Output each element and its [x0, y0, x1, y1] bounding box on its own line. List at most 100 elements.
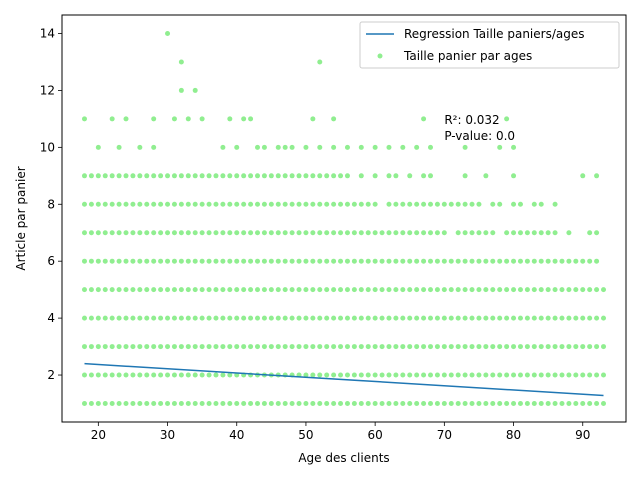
- scatter-point: [248, 315, 254, 321]
- scatter-point: [88, 173, 94, 179]
- y-axis-label: Article par panier: [14, 166, 28, 270]
- scatter-point: [428, 315, 433, 321]
- scatter-point: [123, 344, 129, 350]
- scatter-point: [497, 258, 503, 264]
- scatter-point: [414, 230, 420, 236]
- scatter-point: [400, 315, 406, 321]
- scatter-point: [144, 315, 150, 321]
- scatter-point: [137, 173, 143, 179]
- scatter-point: [580, 287, 586, 293]
- scatter-point: [310, 287, 316, 293]
- scatter-point: [421, 315, 427, 321]
- scatter-point: [95, 372, 101, 378]
- scatter-point: [158, 173, 164, 179]
- scatter-point: [538, 315, 544, 321]
- scatter-point: [81, 230, 87, 236]
- scatter-point: [165, 401, 171, 406]
- scatter-point: [227, 315, 233, 321]
- scatter-point: [151, 344, 157, 350]
- scatter-point: [338, 315, 344, 321]
- scatter-point: [123, 372, 129, 378]
- scatter-point: [538, 401, 544, 406]
- scatter-point: [601, 372, 607, 378]
- scatter-point: [227, 230, 233, 236]
- scatter-point: [151, 315, 157, 321]
- scatter-point: [344, 372, 350, 378]
- scatter-point: [234, 201, 240, 207]
- scatter-point: [81, 258, 87, 264]
- scatter-point: [351, 315, 357, 321]
- scatter-point: [331, 144, 337, 150]
- legend-label-regression: Regression Taille paniers/ages: [404, 27, 584, 41]
- scatter-point: [580, 401, 586, 406]
- scatter-point: [517, 230, 523, 236]
- scatter-point: [594, 287, 600, 293]
- scatter-point: [331, 201, 337, 207]
- scatter-point: [192, 230, 198, 236]
- scatter-point: [289, 173, 295, 179]
- scatter-point: [303, 344, 309, 350]
- scatter-point: [462, 201, 468, 207]
- scatter-point: [88, 230, 94, 236]
- scatter-point: [248, 230, 254, 236]
- scatter-point: [538, 287, 544, 293]
- scatter-point: [185, 287, 191, 293]
- scatter-point: [462, 344, 468, 350]
- scatter-point: [289, 315, 295, 321]
- scatter-point: [241, 173, 247, 179]
- scatter-point: [490, 344, 496, 350]
- scatter-point: [234, 230, 240, 236]
- scatter-point: [261, 201, 267, 207]
- scatter-point: [137, 315, 143, 321]
- scatter-point: [434, 287, 440, 293]
- scatter-point: [331, 401, 337, 406]
- scatter-point: [511, 344, 517, 350]
- scatter-point: [144, 372, 150, 378]
- scatter-point: [531, 258, 537, 264]
- scatter-point: [462, 144, 468, 150]
- scatter-point: [552, 287, 558, 293]
- scatter-point: [441, 372, 447, 378]
- scatter-point: [192, 201, 198, 207]
- scatter-point: [303, 173, 309, 179]
- scatter-point: [344, 258, 350, 264]
- scatter-point: [594, 315, 600, 321]
- scatter-point: [109, 230, 115, 236]
- scatter-point: [386, 173, 392, 179]
- scatter-point: [248, 287, 254, 293]
- scatter-point: [206, 230, 212, 236]
- scatter-point: [393, 372, 399, 378]
- scatter-point: [144, 401, 150, 406]
- scatter-point: [538, 344, 544, 350]
- scatter-point: [130, 315, 136, 321]
- scatter-point: [268, 315, 274, 321]
- scatter-point: [421, 372, 427, 378]
- scatter-point: [400, 372, 406, 378]
- scatter-point: [414, 287, 420, 293]
- scatter-point: [261, 173, 267, 179]
- scatter-point: [178, 315, 184, 321]
- scatter-point: [545, 401, 551, 406]
- scatter-point: [462, 315, 468, 321]
- scatter-point: [324, 230, 330, 236]
- scatter-point: [165, 31, 171, 36]
- scatter-point: [559, 258, 565, 264]
- scatter-point: [331, 116, 337, 122]
- scatter-point: [185, 173, 191, 179]
- scatter-point: [192, 344, 198, 350]
- scatter-point: [255, 344, 260, 350]
- scatter-point: [248, 258, 254, 264]
- scatter-point: [566, 401, 572, 406]
- scatter-point: [296, 315, 302, 321]
- scatter-point: [241, 230, 247, 236]
- scatter-point: [511, 173, 517, 179]
- scatter-point: [372, 173, 378, 179]
- scatter-point: [130, 173, 136, 179]
- scatter-point: [407, 344, 413, 350]
- scatter-point: [517, 372, 523, 378]
- scatter-point: [566, 315, 572, 321]
- scatter-point: [594, 230, 600, 236]
- scatter-point: [365, 287, 371, 293]
- scatter-point: [185, 372, 191, 378]
